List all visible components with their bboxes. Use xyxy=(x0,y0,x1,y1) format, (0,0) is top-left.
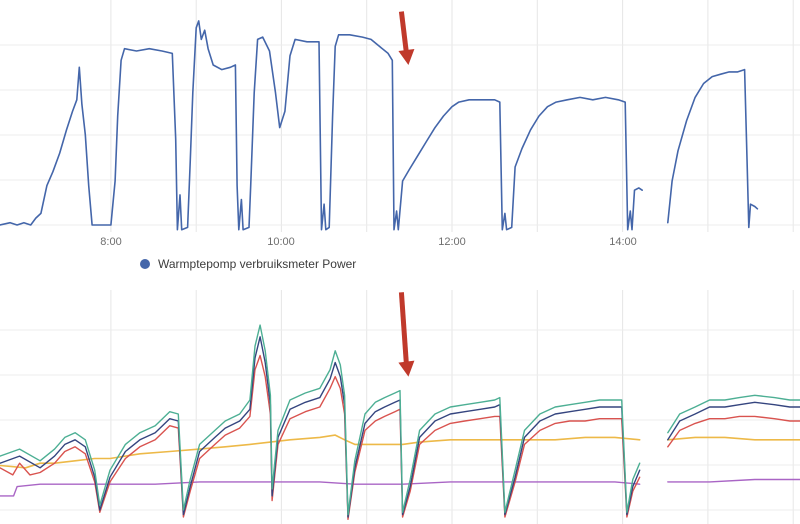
legend-label[interactable]: Warmptepomp verbruiksmeter Power xyxy=(158,257,357,271)
series-line-navy xyxy=(667,401,800,441)
legend-color-dot xyxy=(140,259,150,269)
series-line-purple xyxy=(667,478,800,483)
series-line-red xyxy=(667,415,800,448)
red-arrow-annotation xyxy=(398,292,409,365)
series-power xyxy=(666,68,759,229)
series-line-orange xyxy=(0,434,641,469)
red-arrow-annotation-head xyxy=(398,48,415,65)
x-axis-tick: 12:00 xyxy=(438,236,466,248)
red-arrow-annotation-head xyxy=(398,360,415,377)
legend: Warmptepomp verbruiksmeter Power xyxy=(140,252,356,276)
red-arrow-annotation xyxy=(398,11,409,54)
series-line-navy xyxy=(0,336,641,518)
series-line-teal xyxy=(667,394,800,434)
climate-chart-canvas[interactable] xyxy=(0,290,800,524)
x-axis-tick: 8:00 xyxy=(100,236,122,248)
power-chart[interactable] xyxy=(0,0,800,232)
x-axis-tick: 10:00 xyxy=(267,236,295,248)
series-line-orange xyxy=(666,436,800,441)
series-line-teal xyxy=(0,324,641,516)
series-line-red xyxy=(0,354,641,521)
x-axis: 8:00 10:00 12:00 14:00 xyxy=(0,232,800,254)
series-power xyxy=(0,20,644,231)
power-chart-canvas[interactable] xyxy=(0,0,800,232)
climate-multiline-chart[interactable] xyxy=(0,290,800,524)
x-axis-tick: 14:00 xyxy=(609,236,637,248)
